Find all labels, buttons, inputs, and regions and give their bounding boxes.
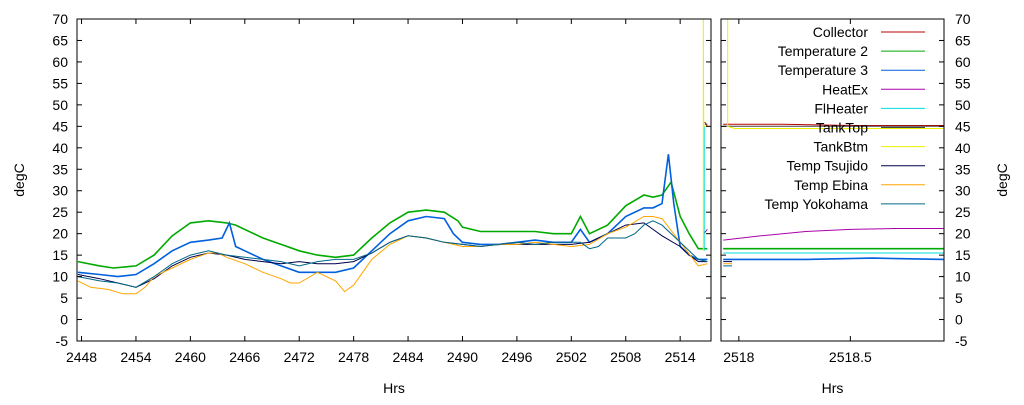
x-tick-label: 2518.5 <box>829 349 872 365</box>
y-tick-label: 0 <box>60 312 68 328</box>
legend-label: Collector <box>813 24 869 40</box>
series-line-temperature-2 <box>77 180 708 269</box>
y-tick-label: 45 <box>52 118 68 134</box>
x-tick-label: 2472 <box>284 349 315 365</box>
y-tick-label: 25 <box>52 204 68 220</box>
legend-label: Temperature 3 <box>778 62 868 78</box>
y-tick-label: 40 <box>52 140 68 156</box>
legend-label: HeatEx <box>822 81 868 97</box>
x-tick-label: 2454 <box>120 349 151 365</box>
y-axis-label: degC <box>11 163 27 196</box>
plot-frame <box>76 18 712 342</box>
y-tick-label: 15 <box>52 247 68 263</box>
y-tick-label: 20 <box>955 226 971 242</box>
x-tick-label: 2466 <box>229 349 260 365</box>
y-tick-label: 40 <box>955 140 971 156</box>
y-tick-label: -5 <box>955 333 968 349</box>
legend-label: FlHeater <box>814 100 868 116</box>
x-tick-label: 2460 <box>175 349 206 365</box>
x-tick-label: 2514 <box>665 349 696 365</box>
y-tick-label: 55 <box>955 75 971 91</box>
y-tick-label: 70 <box>955 11 971 27</box>
y-tick-label: 5 <box>955 290 963 306</box>
x-tick-label: 2448 <box>66 349 97 365</box>
y-tick-label: 50 <box>52 97 68 113</box>
y-tick-label: 10 <box>955 269 971 285</box>
x-tick-label: 2484 <box>392 349 423 365</box>
legend-label: TankTop <box>816 120 868 136</box>
y-tick-label: 35 <box>955 161 971 177</box>
x-tick-label: 2502 <box>556 349 587 365</box>
series-line-tankbtm <box>727 19 944 129</box>
y-tick-label: 65 <box>52 32 68 48</box>
y-tick-label: 30 <box>955 183 971 199</box>
series-line-temp-ebina <box>77 216 708 295</box>
legend-label: TankBtm <box>814 139 868 155</box>
plot-frame <box>720 18 945 342</box>
x-tick-label: 2518 <box>723 349 754 365</box>
y-tick-label: 0 <box>955 312 963 328</box>
y-tick-label: 20 <box>52 226 68 242</box>
legend-label: Temp Ebina <box>794 177 868 193</box>
x-axis-label: Hrs <box>822 380 844 396</box>
legend-label: Temperature 2 <box>778 43 868 59</box>
legend-label: Temp Yokohama <box>764 196 868 212</box>
series-line-temperature-3 <box>723 257 944 261</box>
y-tick-label: 45 <box>955 118 971 134</box>
y-tick-label: 35 <box>52 161 68 177</box>
y-axis-label: degC <box>994 163 1010 196</box>
y-tick-label: 5 <box>60 290 68 306</box>
y-tick-label: 30 <box>52 183 68 199</box>
legend-label: Temp Tsujido <box>787 158 869 174</box>
series-line-temperature-3 <box>77 154 708 278</box>
series-line-temp-yokohama <box>77 220 708 288</box>
x-tick-label: 2478 <box>338 349 369 365</box>
y-tick-label: 60 <box>955 54 971 70</box>
y-tick-label: -5 <box>56 333 69 349</box>
y-tick-label: 50 <box>955 97 971 113</box>
x-tick-label: 2508 <box>610 349 641 365</box>
series-line-heatex <box>723 228 944 241</box>
y-tick-label: 10 <box>52 269 68 285</box>
y-tick-label: 65 <box>955 32 971 48</box>
y-tick-label: 25 <box>955 204 971 220</box>
y-tick-label: 60 <box>52 54 68 70</box>
x-tick-label: 2490 <box>447 349 478 365</box>
y-tick-label: 55 <box>52 75 68 91</box>
y-tick-label: 15 <box>955 247 971 263</box>
x-axis-label: Hrs <box>383 380 405 396</box>
series-line-collector <box>723 123 944 126</box>
x-tick-label: 2496 <box>501 349 532 365</box>
y-tick-label: 70 <box>52 11 68 27</box>
series-line-tankbtm <box>702 19 708 251</box>
